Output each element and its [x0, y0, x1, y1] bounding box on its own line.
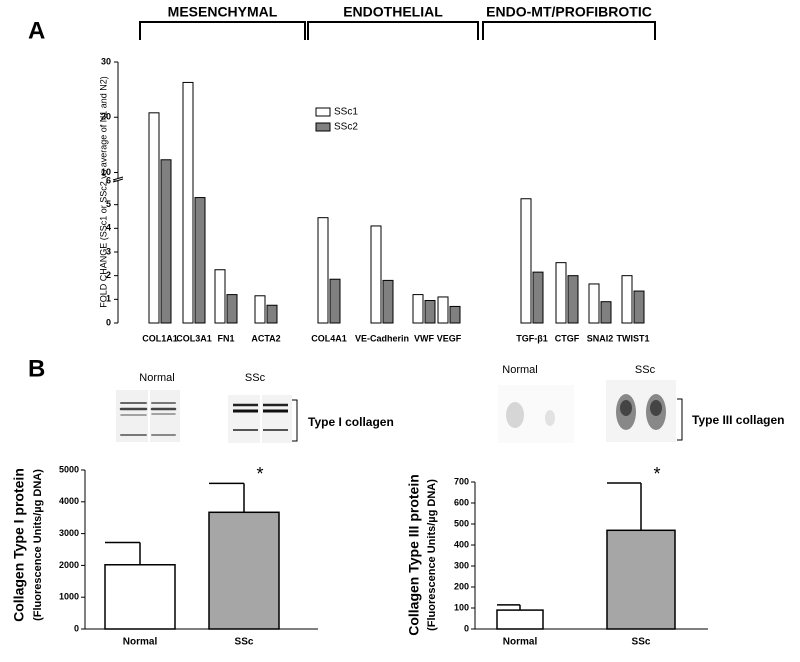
legend-swatch: [315, 122, 331, 132]
y-tick-label: 700: [454, 476, 469, 486]
bar: [329, 278, 341, 324]
y-tick-label: 2000: [59, 560, 79, 570]
y-tick-label: 4000: [59, 496, 79, 506]
y-tick-label: 3000: [59, 528, 79, 538]
legend-label: SSc2: [334, 122, 358, 133]
y-tick-label: 4: [106, 223, 111, 233]
y-axis-label: Collagen Type I protein: [11, 468, 27, 622]
lane-label: Normal: [139, 372, 174, 384]
group-bracket: [139, 21, 306, 40]
x-tick-label: COL1A1: [142, 333, 178, 343]
bar: [567, 275, 579, 324]
y-tick-label: 400: [454, 539, 469, 549]
bar: [606, 529, 676, 630]
bar: [194, 197, 206, 324]
bar: [412, 294, 424, 324]
x-tick-label: COL3A1: [176, 333, 212, 343]
bar: [104, 564, 176, 630]
blot-image: [116, 390, 180, 442]
y-tick-label: 0: [74, 623, 79, 633]
y-tick-label: 0: [106, 317, 111, 327]
bar: [208, 511, 280, 630]
group-label: ENDO-MT/PROFIBROTIC: [486, 4, 652, 20]
y-tick-label: 2: [106, 270, 111, 280]
y-tick-label: 0: [464, 623, 469, 633]
panel-label: B: [28, 355, 45, 382]
legend-label: SSc1: [334, 107, 358, 118]
blot-label: Type III collagen: [692, 413, 784, 427]
x-tick-label: SSc: [235, 637, 254, 648]
x-tick-label: COL4A1: [311, 333, 347, 343]
x-tick-label: TWIST1: [617, 333, 650, 343]
bar: [148, 112, 160, 324]
bar: [226, 294, 238, 324]
y-tick-label: 1000: [59, 592, 79, 602]
bar: [254, 295, 266, 324]
y-tick-label: 200: [454, 581, 469, 591]
y-tick-label: 3: [106, 246, 111, 256]
x-tick-label: TGF-β1: [516, 333, 548, 343]
y-axis-label: Collagen Type III protein: [406, 474, 422, 636]
y-tick-label: 300: [454, 560, 469, 570]
x-tick-label: FN1: [217, 333, 234, 343]
x-tick-label: SNAI2: [587, 333, 614, 343]
group-label: MESENCHYMAL: [168, 4, 278, 20]
y-tick-label: 100: [454, 602, 469, 612]
bar: [317, 217, 329, 324]
bar: [214, 269, 226, 324]
bar: [382, 279, 394, 324]
blot-label: Type I collagen: [308, 415, 394, 429]
group-bracket: [482, 21, 656, 40]
legend-swatch: [315, 107, 331, 117]
bar: [555, 262, 567, 324]
axis-break: [112, 176, 124, 181]
x-tick-label: VEGF: [437, 333, 462, 343]
bracket: [292, 398, 683, 442]
y-tick-label: 6: [106, 175, 111, 185]
bar: [449, 305, 461, 324]
bar: [532, 271, 544, 324]
x-tick-label: VWF: [414, 333, 434, 343]
blot-image: [498, 380, 676, 443]
bar: [621, 275, 633, 324]
y-axis-label: (Fluorescence Units/µg DNA): [32, 469, 44, 621]
lane-label: Normal: [502, 364, 537, 376]
bar: [182, 81, 194, 324]
y-tick-label: 5: [106, 199, 111, 209]
y-tick-label: 1: [106, 294, 111, 304]
y-axis-label: (Fluorescence Units/µg DNA): [426, 479, 438, 631]
group-label: ENDOTHELIAL: [343, 4, 443, 20]
lane-label: SSc: [245, 372, 266, 384]
x-tick-label: Normal: [123, 637, 158, 648]
y-tick-label: 30: [101, 56, 111, 66]
blot-image: [228, 395, 292, 443]
y-tick-label: 500: [454, 518, 469, 528]
bar: [160, 159, 172, 324]
x-tick-label: Normal: [503, 637, 538, 648]
x-tick-label: SSc: [632, 637, 651, 648]
group-bracket: [307, 21, 479, 40]
y-tick-label: 20: [101, 112, 111, 122]
y-tick-label: 10: [101, 167, 111, 177]
lane-label: SSc: [635, 364, 656, 376]
x-tick-label: VE-Cadherin: [355, 333, 409, 343]
bar: [424, 300, 436, 324]
bar: [633, 290, 645, 324]
bar: [496, 609, 544, 630]
x-tick-label: ACTA2: [251, 333, 280, 343]
panel-label: A: [28, 17, 45, 44]
bar: [600, 301, 612, 324]
bar: [266, 304, 278, 324]
y-tick-label: 5000: [59, 464, 79, 474]
x-tick-label: CTGF: [555, 333, 580, 343]
annotation: *: [256, 464, 263, 484]
bar: [437, 296, 449, 324]
bar: [520, 198, 532, 324]
y-axis-label: FOLD CHANGE (SSc1 or SSc2 vs average of …: [98, 76, 108, 308]
bar: [370, 225, 382, 324]
annotation: *: [653, 464, 660, 484]
y-tick-label: 600: [454, 497, 469, 507]
bar: [588, 283, 600, 324]
